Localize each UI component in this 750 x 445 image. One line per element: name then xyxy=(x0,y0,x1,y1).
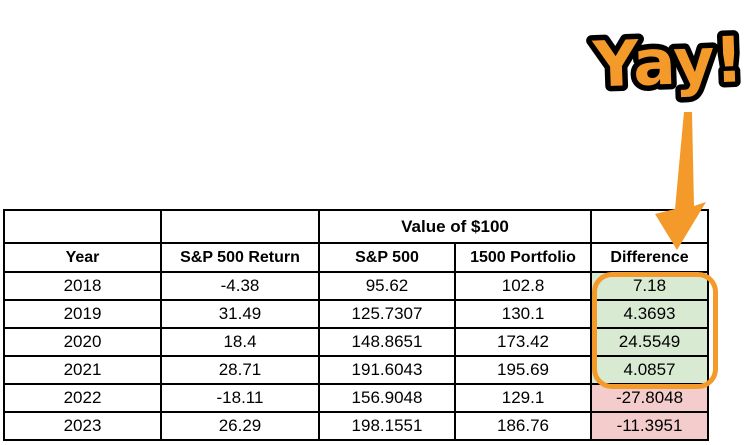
cell-year: 2019 xyxy=(3,299,162,329)
table-row-2021: 2021 28.71 191.6043 195.69 4.0857 xyxy=(3,355,710,385)
table-row-merged-header: Value of $100 xyxy=(3,209,710,244)
cell-difference: 4.3693 xyxy=(590,299,710,329)
cell-portfolio: 173.42 xyxy=(453,327,593,357)
sp500-vs-portfolio-table: Value of $100 Year S&P 500 Return S&P 50… xyxy=(3,209,710,441)
cell-year: 2022 xyxy=(3,383,162,413)
cell-return: 28.71 xyxy=(160,355,320,385)
cell-sp500: 125.7307 xyxy=(318,299,456,329)
col-header-difference: Difference xyxy=(590,242,710,273)
table-row-2020: 2020 18.4 148.8651 173.42 24.5549 xyxy=(3,327,710,357)
cell-portfolio: 195.69 xyxy=(453,355,593,385)
cell-difference: 4.0857 xyxy=(590,355,710,385)
cell-return: -4.38 xyxy=(160,271,320,301)
cell-year: 2020 xyxy=(3,327,162,357)
cell-difference: 24.5549 xyxy=(590,327,710,357)
col-header-year: Year xyxy=(3,242,162,273)
cell-sp500: 148.8651 xyxy=(318,327,456,357)
cell-difference: -11.3951 xyxy=(590,411,710,441)
value-of-100-header: Value of $100 xyxy=(317,209,593,244)
spacer-cell xyxy=(160,209,320,244)
cell-return: 31.49 xyxy=(160,299,320,329)
cell-portfolio: 102.8 xyxy=(453,271,593,301)
cell-return: 26.29 xyxy=(160,411,320,441)
cell-sp500: 156.9048 xyxy=(318,383,456,413)
table-row-2022: 2022 -18.11 156.9048 129.1 -27.8048 xyxy=(3,383,710,413)
cell-sp500: 198.1551 xyxy=(318,411,456,441)
cell-portfolio: 129.1 xyxy=(453,383,593,413)
table-row-2019: 2019 31.49 125.7307 130.1 4.3693 xyxy=(3,299,710,329)
spacer-cell xyxy=(3,209,162,244)
cell-difference: -27.8048 xyxy=(590,383,710,413)
yay-text: Yay! xyxy=(591,23,745,101)
cell-portfolio: 186.76 xyxy=(453,411,593,441)
cell-return: -18.11 xyxy=(160,383,320,413)
cell-sp500: 191.6043 xyxy=(318,355,456,385)
table-row-2018: 2018 -4.38 95.62 102.8 7.18 xyxy=(3,271,710,301)
cell-year: 2023 xyxy=(3,411,162,441)
col-header-portfolio: 1500 Portfolio xyxy=(453,242,593,273)
cell-sp500: 95.62 xyxy=(318,271,456,301)
cell-year: 2021 xyxy=(3,355,162,385)
col-header-return: S&P 500 Return xyxy=(160,242,320,273)
cell-return: 18.4 xyxy=(160,327,320,357)
cell-difference: 7.18 xyxy=(590,271,710,301)
spacer-cell xyxy=(590,209,710,244)
cell-portfolio: 130.1 xyxy=(453,299,593,329)
table-header-row: Year S&P 500 Return S&P 500 1500 Portfol… xyxy=(3,242,710,273)
table-row-2023: 2023 26.29 198.1551 186.76 -11.3951 xyxy=(3,411,710,441)
col-header-sp500: S&P 500 xyxy=(318,242,456,273)
cell-year: 2018 xyxy=(3,271,162,301)
